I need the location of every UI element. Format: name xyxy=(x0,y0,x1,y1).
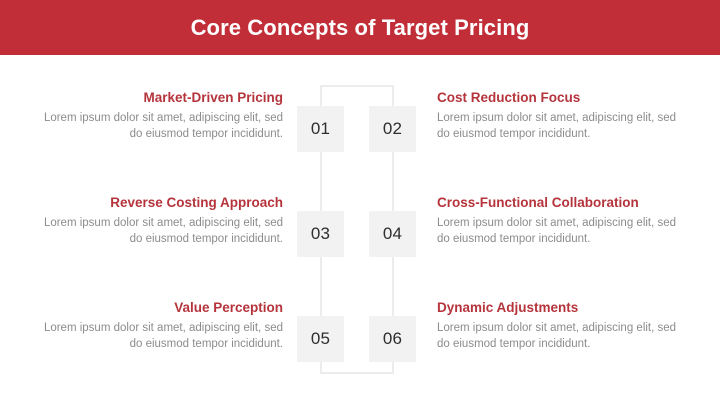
item-number-label-01: 01 xyxy=(310,119,331,138)
item-number-box-05[interactable]: 05 xyxy=(297,316,344,362)
item-heading-04: Cross-Functional Collaboration xyxy=(437,195,639,210)
item-body-04: Lorem ipsum dolor sit amet, adipiscing e… xyxy=(437,216,677,246)
slide-title: Core Concepts of Target Pricing xyxy=(190,14,530,40)
item-body-01: Lorem ipsum dolor sit amet, adipiscing e… xyxy=(43,111,283,141)
item-heading-02: Cost Reduction Focus xyxy=(437,90,581,105)
slide-title-bar: Core Concepts of Target Pricing xyxy=(0,0,720,55)
item-heading-01: Market-Driven Pricing xyxy=(143,90,283,105)
item-number-label-04: 04 xyxy=(382,224,403,243)
connector-horizontal-top xyxy=(320,85,394,87)
item-number-box-03[interactable]: 03 xyxy=(297,211,344,257)
item-heading-05: Value Perception xyxy=(174,300,283,315)
item-body-05: Lorem ipsum dolor sit amet, adipiscing e… xyxy=(43,321,283,351)
item-text-06: Dynamic Adjustments Lorem ipsum dolor si… xyxy=(437,300,680,353)
item-number-label-06: 06 xyxy=(382,329,403,348)
item-number-label-05: 05 xyxy=(310,329,331,348)
item-text-03: Reverse Costing Approach Lorem ipsum dol… xyxy=(40,195,283,248)
item-text-04: Cross-Functional Collaboration Lorem ips… xyxy=(437,195,680,248)
diagram-row-2: Reverse Costing Approach Lorem ipsum dol… xyxy=(0,195,720,257)
item-number-box-01[interactable]: 01 xyxy=(297,106,344,152)
item-number-label-03: 03 xyxy=(310,224,331,243)
item-text-05: Value Perception Lorem ipsum dolor sit a… xyxy=(40,300,283,353)
item-heading-06: Dynamic Adjustments xyxy=(437,300,579,315)
item-number-box-02[interactable]: 02 xyxy=(369,106,416,152)
item-number-box-06[interactable]: 06 xyxy=(369,316,416,362)
diagram-area: Market-Driven Pricing Lorem ipsum dolor … xyxy=(0,55,720,405)
item-body-03: Lorem ipsum dolor sit amet, adipiscing e… xyxy=(43,216,283,246)
diagram-row-1: Market-Driven Pricing Lorem ipsum dolor … xyxy=(0,90,720,152)
diagram-row-3: Value Perception Lorem ipsum dolor sit a… xyxy=(0,300,720,362)
item-body-02: Lorem ipsum dolor sit amet, adipiscing e… xyxy=(437,111,677,141)
item-number-label-02: 02 xyxy=(382,119,403,138)
item-number-box-04[interactable]: 04 xyxy=(369,211,416,257)
item-text-01: Market-Driven Pricing Lorem ipsum dolor … xyxy=(40,90,283,143)
item-text-02: Cost Reduction Focus Lorem ipsum dolor s… xyxy=(437,90,680,143)
item-heading-03: Reverse Costing Approach xyxy=(110,195,283,210)
item-body-06: Lorem ipsum dolor sit amet, adipiscing e… xyxy=(437,321,677,351)
connector-horizontal-bottom xyxy=(320,372,394,374)
